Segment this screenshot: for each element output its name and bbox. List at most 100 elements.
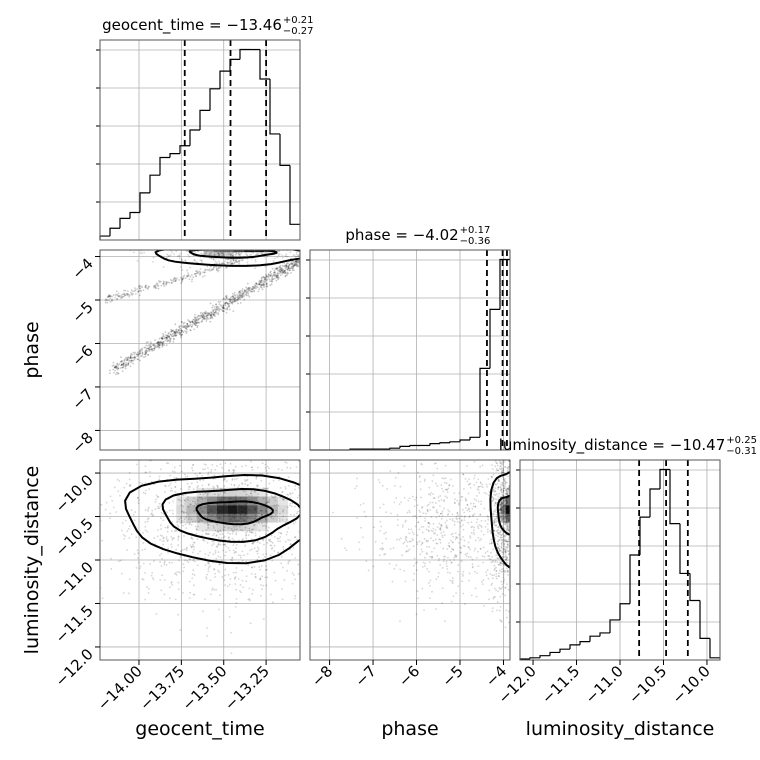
scatter-point xyxy=(189,558,191,561)
scatter-point xyxy=(507,465,510,468)
scatter-point xyxy=(239,590,241,592)
scatter-point xyxy=(218,253,221,255)
scatter-point xyxy=(285,255,288,258)
scatter-point xyxy=(130,292,133,295)
scatter-point xyxy=(186,274,188,277)
scatter-point xyxy=(274,499,277,502)
scatter-point xyxy=(407,499,410,502)
scatter-point xyxy=(499,588,502,590)
scatter-point xyxy=(260,513,263,516)
scatter-point xyxy=(172,338,175,341)
scatter-point xyxy=(183,566,186,569)
scatter-point xyxy=(122,362,125,365)
scatter-point xyxy=(361,536,364,539)
scatter-point xyxy=(207,471,210,474)
scatter-point xyxy=(432,539,435,542)
scatter-point xyxy=(175,334,177,337)
scatter-point xyxy=(151,514,154,517)
scatter-point xyxy=(506,571,509,573)
scatter-point xyxy=(472,529,475,531)
scatter-point xyxy=(186,323,189,325)
scatter-point xyxy=(504,553,507,556)
scatter-point xyxy=(492,559,495,562)
scatter-point xyxy=(248,527,251,530)
scatter-point xyxy=(180,259,183,262)
scatter-point xyxy=(138,285,141,287)
scatter-point xyxy=(209,314,212,316)
scatter-point xyxy=(172,329,174,332)
scatter-point xyxy=(439,494,442,497)
scatter-point xyxy=(463,519,466,522)
scatter-point xyxy=(142,491,145,494)
scatter-point xyxy=(173,330,176,333)
scatter-point xyxy=(297,487,300,489)
scatter-point xyxy=(224,492,227,494)
scatter-point xyxy=(503,523,506,526)
scatter-point xyxy=(215,312,218,315)
scatter-point xyxy=(493,574,496,577)
scatter-point xyxy=(112,361,115,364)
scatter-point xyxy=(191,466,193,469)
scatter-point xyxy=(244,490,246,493)
scatter-point xyxy=(217,536,220,539)
scatter-point xyxy=(498,547,501,550)
scatter-point xyxy=(174,529,177,531)
scatter-point xyxy=(227,531,229,534)
scatter-point xyxy=(345,549,348,552)
scatter-point xyxy=(115,365,118,368)
scatter-point xyxy=(180,266,182,268)
scatter-point xyxy=(503,535,505,538)
scatter-point xyxy=(189,324,192,326)
scatter-point xyxy=(163,491,166,493)
scatter-point xyxy=(187,274,190,276)
scatter-point xyxy=(121,363,124,366)
scatter-point xyxy=(188,255,191,258)
scatter-point xyxy=(502,573,505,576)
scatter-point xyxy=(501,562,504,565)
scatter-point xyxy=(251,531,254,534)
scatter-point xyxy=(253,286,256,289)
scatter-point xyxy=(278,266,281,268)
scatter-point xyxy=(473,526,476,529)
scatter-point xyxy=(119,559,122,562)
scatter-point xyxy=(216,484,218,487)
scatter-point xyxy=(497,478,500,481)
scatter-point xyxy=(265,273,267,276)
scatter-point xyxy=(468,483,471,485)
scatter-point xyxy=(183,325,186,328)
scatter-point xyxy=(447,544,450,547)
scatter-point xyxy=(295,512,298,515)
scatter-point xyxy=(238,296,241,299)
scatter-point xyxy=(111,299,114,302)
scatter-point xyxy=(232,471,235,473)
scatter-point xyxy=(176,330,179,333)
scatter-point xyxy=(178,328,180,331)
scatter-point xyxy=(259,542,261,545)
scatter-point xyxy=(207,473,209,476)
scatter-point xyxy=(199,496,202,499)
scatter-point xyxy=(273,277,276,280)
scatter-point xyxy=(202,314,205,317)
hist-bin xyxy=(269,78,280,135)
scatter-point xyxy=(260,281,263,283)
scatter-point xyxy=(469,536,472,539)
scatter-point xyxy=(416,521,419,524)
scatter-point xyxy=(499,595,502,598)
scatter-point xyxy=(216,545,219,548)
scatter-point xyxy=(206,314,209,317)
scatter-point xyxy=(424,562,427,565)
scatter-point xyxy=(261,284,264,286)
scatter-point xyxy=(462,535,464,538)
scatter-point xyxy=(250,492,252,495)
scatter-point xyxy=(289,492,291,495)
scatter-point xyxy=(256,286,259,289)
scatter-point xyxy=(195,532,198,535)
scatter-point xyxy=(492,510,495,513)
scatter-point xyxy=(160,528,162,530)
scatter-point xyxy=(491,556,493,558)
scatter-point xyxy=(433,462,436,465)
scatter-point xyxy=(210,313,213,316)
scatter-point xyxy=(484,551,487,554)
scatter-point xyxy=(452,541,454,544)
scatter-point xyxy=(166,530,169,533)
